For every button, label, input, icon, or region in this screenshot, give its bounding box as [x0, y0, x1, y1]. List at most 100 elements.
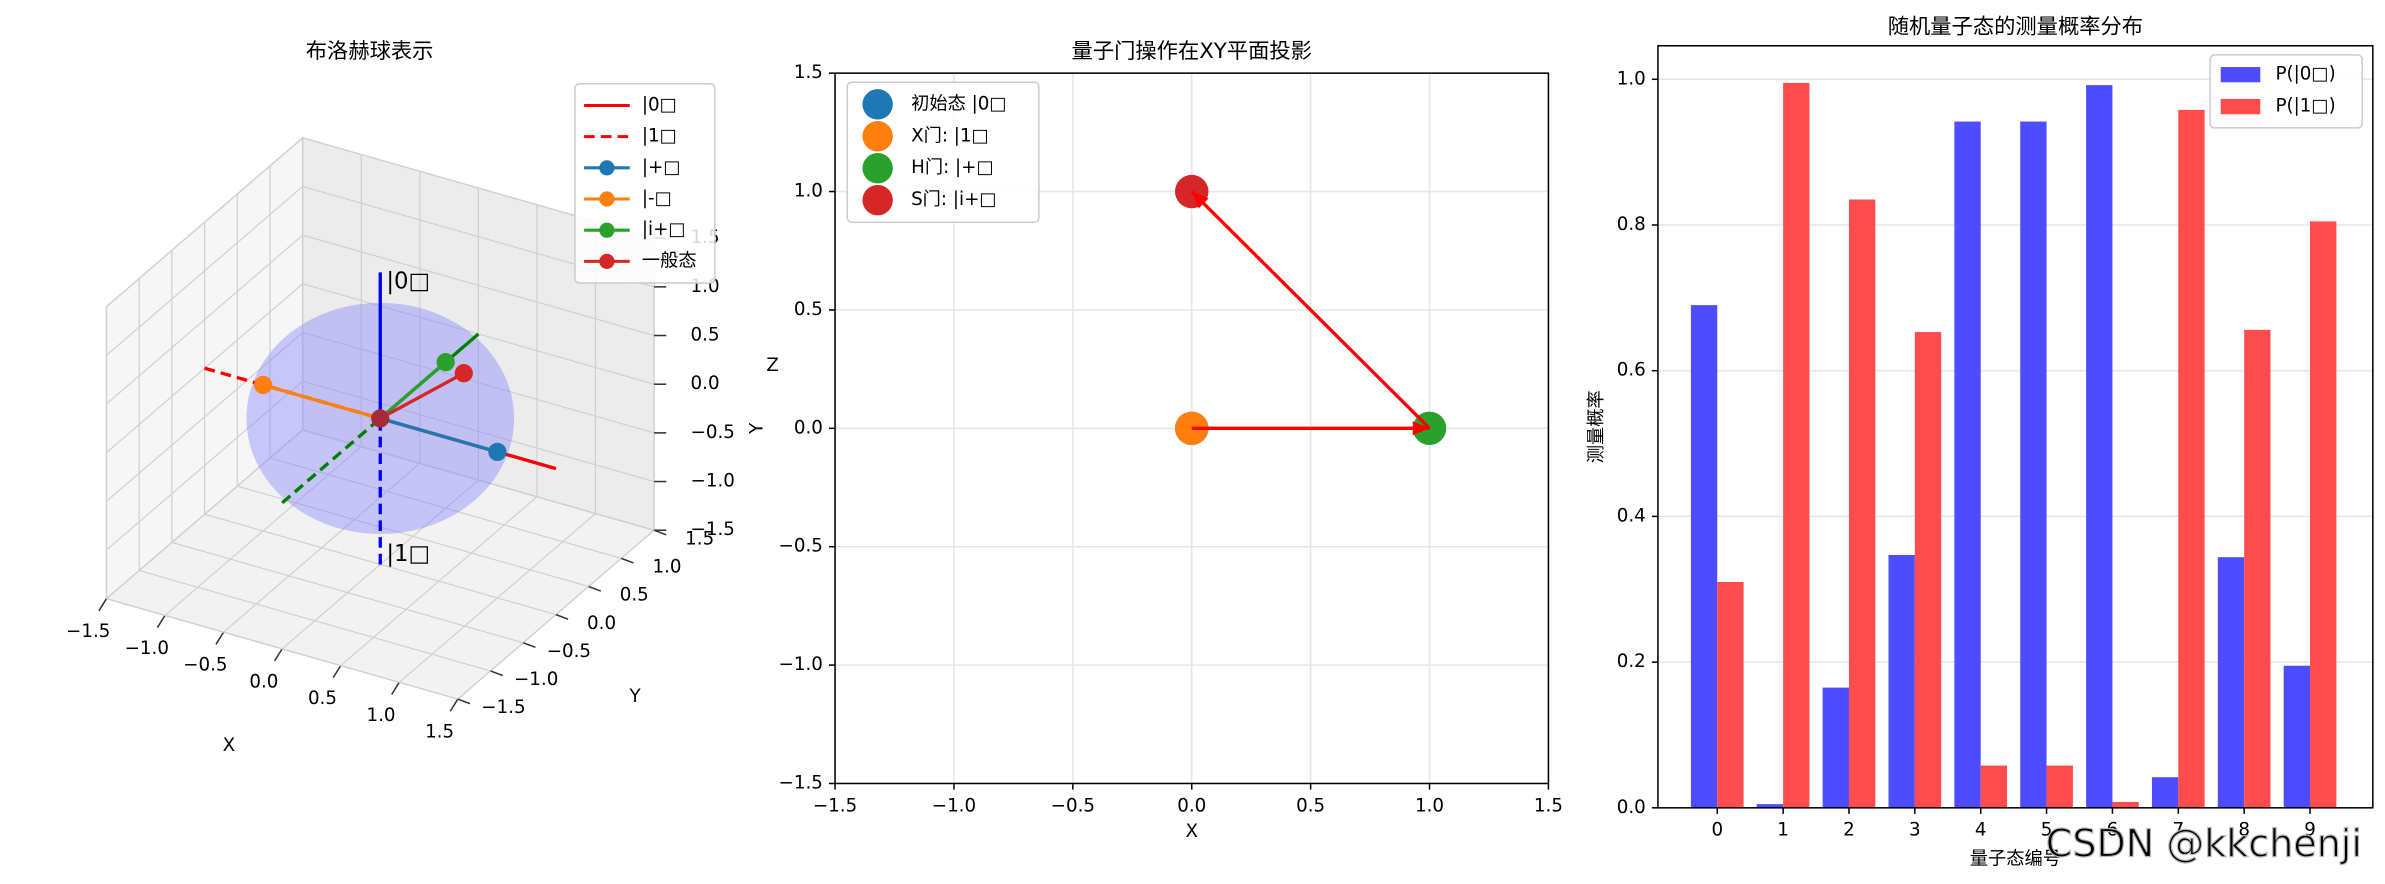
y-tick-label: −0.5 — [547, 641, 591, 662]
annotation: |1□ — [386, 541, 430, 567]
y-tick-label: 0.4 — [1617, 505, 1646, 526]
plot-frame — [834, 72, 1550, 785]
x-tick-label: 6 — [2107, 820, 2119, 841]
x-tick-mark — [98, 598, 108, 612]
x-tick-mark — [391, 681, 400, 695]
axis-line — [281, 417, 382, 505]
x-tick-label: 0.5 — [308, 688, 337, 709]
state-marker — [488, 442, 507, 462]
y-tick-label: 0.0 — [587, 613, 616, 634]
legend-marker — [862, 184, 893, 216]
bar — [2244, 329, 2271, 808]
legend-label: |1□ — [642, 126, 677, 147]
state-line — [379, 360, 447, 420]
y-tick-mark — [588, 585, 602, 592]
x-tick-label: −0.5 — [1051, 795, 1095, 816]
z-tick-label: 0.5 — [691, 325, 720, 346]
annotation: |0□ — [386, 269, 430, 295]
legend-label: |+□ — [642, 157, 681, 178]
watermark: CSDN @kkchenji — [2046, 821, 2362, 865]
x-axis-label: 量子态编号 — [1970, 849, 2061, 870]
legend-label: |i+□ — [642, 219, 686, 240]
y-tick-mark — [555, 613, 569, 620]
x-tick-label: 1.0 — [1415, 795, 1444, 816]
state-line — [262, 383, 381, 421]
bar — [1822, 687, 1849, 808]
bar — [1783, 82, 1810, 808]
x-tick-mark — [332, 665, 342, 679]
z-tick-label: −0.5 — [691, 422, 735, 443]
grid-line — [171, 541, 524, 644]
legend-marker — [862, 121, 893, 152]
x-tick-label: 1.5 — [1534, 795, 1563, 816]
y-axis-label: Y — [628, 686, 641, 707]
grid-line — [106, 186, 304, 356]
legend-label: S门: |i+□ — [911, 189, 997, 210]
legend-box — [846, 81, 1040, 223]
y-tick-mark — [457, 698, 471, 705]
y-tick-label: 1.5 — [794, 62, 823, 83]
legend-label: X门: |1□ — [911, 125, 989, 146]
grid-line — [302, 331, 655, 434]
origin-marker — [371, 409, 390, 428]
z-axis-label: Z — [766, 355, 779, 376]
x-tick-label: −1.0 — [932, 795, 976, 816]
legend-label: P(|0□) — [2275, 64, 2335, 85]
x-tick-label: 1.5 — [425, 722, 454, 743]
y-tick-label: 0.0 — [1617, 797, 1646, 818]
y-tick-label: −1.0 — [514, 669, 558, 690]
grid-line — [106, 380, 304, 551]
y-tick-mark — [522, 642, 536, 649]
y-tick-label: 1.0 — [1617, 68, 1646, 89]
y-tick-label: 1.0 — [652, 556, 681, 577]
legend-label: 一般态 — [642, 250, 697, 271]
plot-frame — [1657, 45, 2374, 809]
y-tick-label: 0.2 — [1617, 651, 1646, 672]
bar — [1980, 765, 2008, 808]
legend-label: P(|1□) — [2275, 96, 2335, 117]
bar — [2310, 221, 2337, 808]
y-tick-label: 0.0 — [794, 417, 823, 438]
bar — [1756, 804, 1784, 808]
state-line — [379, 416, 498, 454]
chart-title: 量子门操作在XY平面投影 — [1072, 39, 1312, 64]
bar — [2086, 85, 2113, 808]
legend-label: H门: |+□ — [911, 157, 994, 178]
z-tick-label: −1.5 — [691, 519, 735, 540]
y-tick-mark — [621, 557, 634, 564]
x-tick-mark — [156, 614, 166, 628]
grid-line — [106, 234, 304, 405]
y-tick-label: 1.5 — [685, 528, 714, 549]
x-tick-label: 1.0 — [367, 705, 396, 726]
legend-label: |-□ — [642, 188, 672, 209]
y-tick-label: 0.8 — [1617, 214, 1646, 235]
grid-line — [106, 137, 304, 308]
x-tick-label: 7 — [2172, 820, 2184, 841]
x-tick-label: −1.5 — [66, 621, 110, 642]
legend-swatch — [2220, 67, 2261, 83]
bar — [1954, 121, 1981, 808]
chart-title: 随机量子态的测量概率分布 — [1888, 15, 2143, 40]
y-tick-label: 0.5 — [620, 585, 649, 606]
x-tick-label: 2 — [1843, 820, 1855, 841]
x-tick-label: 0 — [1711, 820, 1723, 841]
x-tick-label: 0.5 — [1296, 795, 1325, 816]
bar — [2178, 109, 2205, 808]
y-tick-label: 0.6 — [1617, 360, 1646, 381]
x-tick-label: −1.5 — [813, 795, 857, 816]
x-tick-label: −0.5 — [183, 655, 227, 676]
arrow-head — [1412, 421, 1430, 436]
x-axis-label: X — [223, 735, 236, 756]
state-marker — [254, 375, 273, 395]
bar — [2046, 765, 2073, 808]
y-tick-mark — [490, 670, 503, 677]
z-tick-label: −1.0 — [691, 471, 735, 492]
grid-line — [302, 234, 655, 337]
state-line — [379, 371, 465, 420]
state-marker — [436, 353, 455, 372]
grid-line — [237, 485, 589, 588]
legend-marker — [599, 160, 615, 176]
x-tick-mark — [215, 631, 225, 645]
